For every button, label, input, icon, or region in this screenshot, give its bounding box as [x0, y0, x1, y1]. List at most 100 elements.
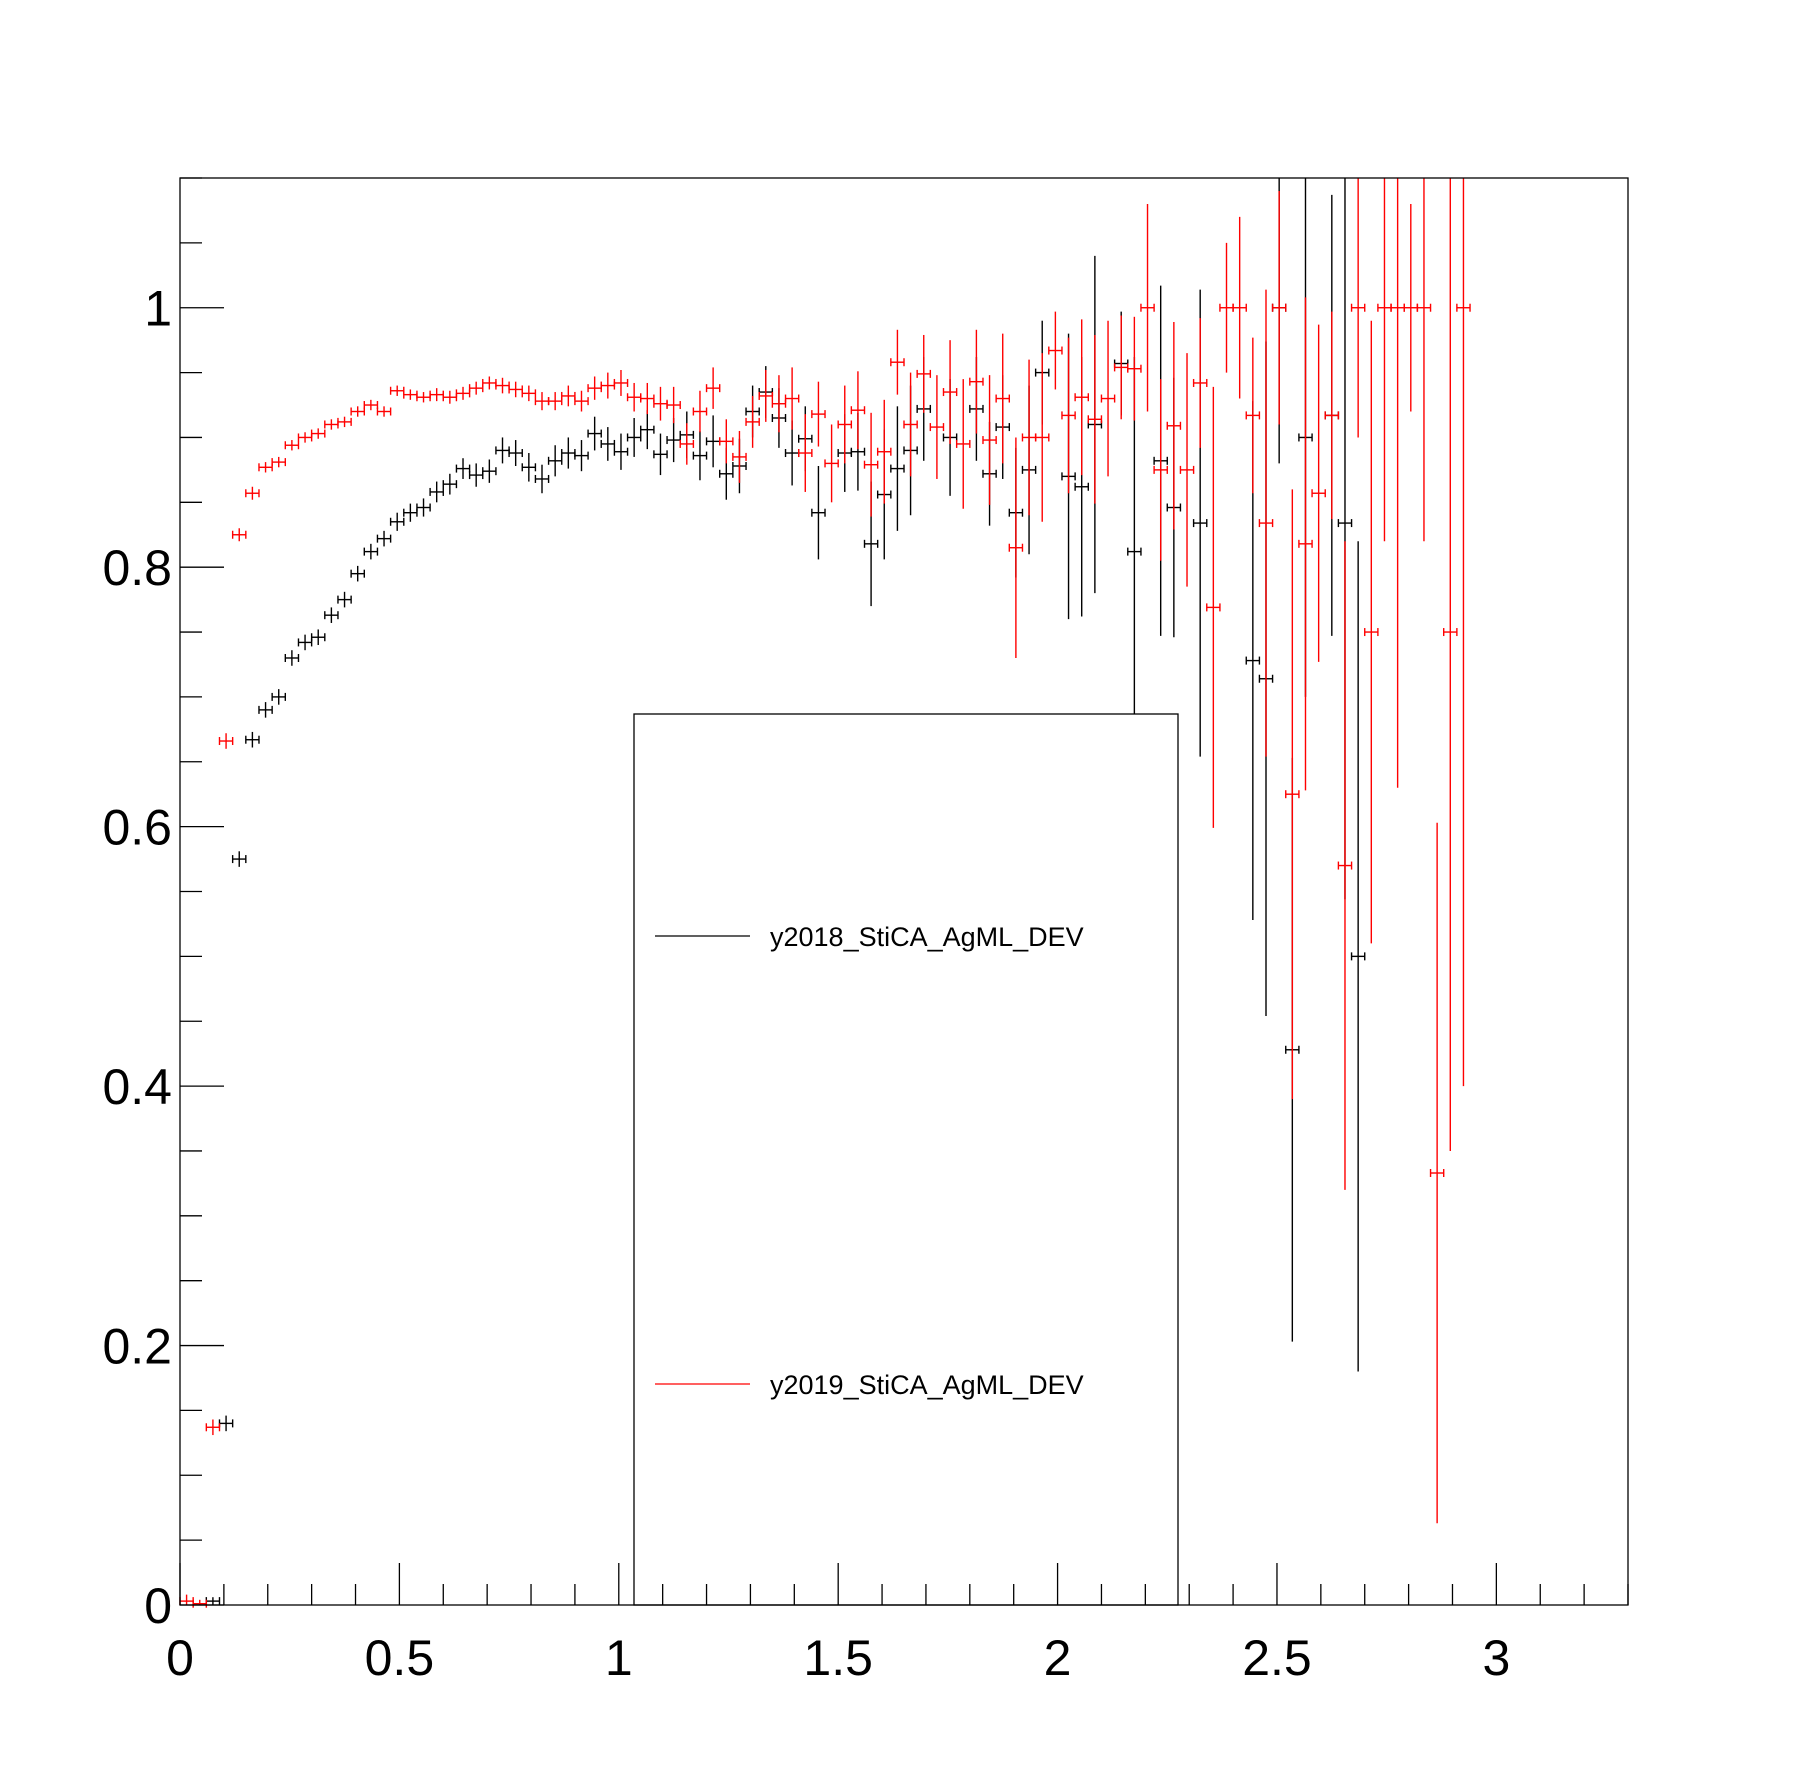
y-tick-label: 1	[144, 281, 172, 337]
data-point	[1350, 178, 1366, 438]
data-point	[271, 456, 287, 468]
data-point	[218, 733, 234, 749]
data-point	[1166, 321, 1182, 530]
data-point	[1337, 541, 1353, 1190]
data-point	[284, 440, 300, 451]
data-point	[1061, 337, 1076, 494]
data-point	[521, 453, 537, 482]
data-point	[442, 473, 458, 495]
data-point	[1034, 353, 1050, 522]
series-1	[179, 178, 1471, 1608]
data-point	[1048, 311, 1063, 390]
data-point	[245, 486, 260, 500]
data-point	[705, 367, 721, 409]
data-point	[231, 851, 247, 867]
data-point	[1364, 320, 1379, 944]
data-point	[850, 371, 866, 450]
data-point	[745, 395, 760, 448]
data-point	[640, 382, 655, 415]
data-point	[192, 1599, 208, 1608]
x-tick-label: 3	[1482, 1630, 1510, 1686]
y-tick-label: 0	[144, 1578, 172, 1634]
data-point	[811, 381, 826, 447]
data-point	[1153, 379, 1168, 561]
data-point	[732, 430, 747, 483]
data-point	[837, 385, 853, 464]
data-point	[521, 385, 537, 402]
data-point	[1271, 190, 1287, 425]
data-point	[1074, 319, 1089, 476]
data-point	[1350, 541, 1366, 1372]
data-point	[429, 481, 444, 503]
data-point	[600, 427, 616, 461]
data-point	[1127, 316, 1142, 421]
data-point	[1285, 489, 1300, 1100]
legend-label-red: y2019_StiCA_AgML_DEV	[770, 1370, 1084, 1400]
data-point	[1258, 289, 1274, 757]
data-point	[784, 367, 800, 430]
data-point	[1416, 178, 1432, 542]
data-point	[613, 433, 629, 470]
data-point	[692, 390, 708, 433]
data-point	[1179, 353, 1195, 587]
data-point	[561, 385, 576, 407]
data-point	[955, 379, 971, 509]
data-point	[534, 464, 550, 494]
y-tick-label: 0.6	[102, 800, 172, 856]
data-point	[389, 512, 405, 531]
data-point	[1232, 216, 1247, 399]
data-point	[982, 375, 997, 505]
data-point	[653, 433, 668, 476]
data-point	[1008, 437, 1024, 658]
data-point	[271, 689, 287, 705]
data-point	[890, 329, 905, 395]
data-point	[890, 406, 905, 531]
data-point	[376, 406, 392, 417]
data-point	[482, 459, 497, 483]
data-point	[758, 369, 774, 422]
series-layer	[179, 178, 1471, 1608]
data-point	[876, 399, 892, 504]
data-point	[995, 333, 1011, 464]
data-point	[824, 424, 839, 503]
axes-layer: 0 0.5 1 1.5 2 2.5 3 0 0.2 0.4 0.6 0.8 1	[102, 177, 1629, 1686]
data-point	[666, 386, 681, 424]
data-point	[574, 440, 589, 472]
data-point	[231, 528, 247, 542]
data-point	[969, 329, 984, 434]
data-point	[863, 412, 879, 517]
legend-box	[633, 713, 1179, 1606]
data-point	[468, 463, 484, 487]
x-tick-label: 1.5	[803, 1630, 873, 1686]
data-point	[903, 372, 918, 477]
data-point	[1324, 311, 1340, 520]
data-point	[337, 416, 352, 428]
data-point	[929, 375, 945, 479]
x-tick-label: 1	[605, 1630, 633, 1686]
data-point	[1443, 178, 1458, 1151]
data-point	[310, 629, 326, 646]
data-point	[482, 376, 497, 390]
data-point	[350, 565, 365, 582]
data-point	[337, 591, 352, 608]
data-point	[640, 410, 655, 450]
data-point	[376, 530, 392, 547]
x-tick-label: 0.5	[365, 1630, 435, 1686]
data-point	[613, 369, 629, 396]
data-point	[679, 423, 695, 465]
data-point	[245, 731, 260, 748]
data-point	[310, 428, 326, 439]
data-point	[1456, 178, 1471, 1087]
data-point	[455, 386, 471, 400]
data-point	[626, 417, 642, 457]
data-point	[403, 503, 418, 522]
data-point	[797, 414, 813, 492]
data-point	[1127, 357, 1142, 747]
data-point	[916, 334, 932, 413]
y-tick-label: 0.4	[102, 1059, 172, 1115]
data-point	[574, 390, 589, 412]
data-point	[1140, 203, 1155, 412]
x-tick-label: 2.5	[1242, 1630, 1312, 1686]
data-point	[258, 702, 273, 718]
